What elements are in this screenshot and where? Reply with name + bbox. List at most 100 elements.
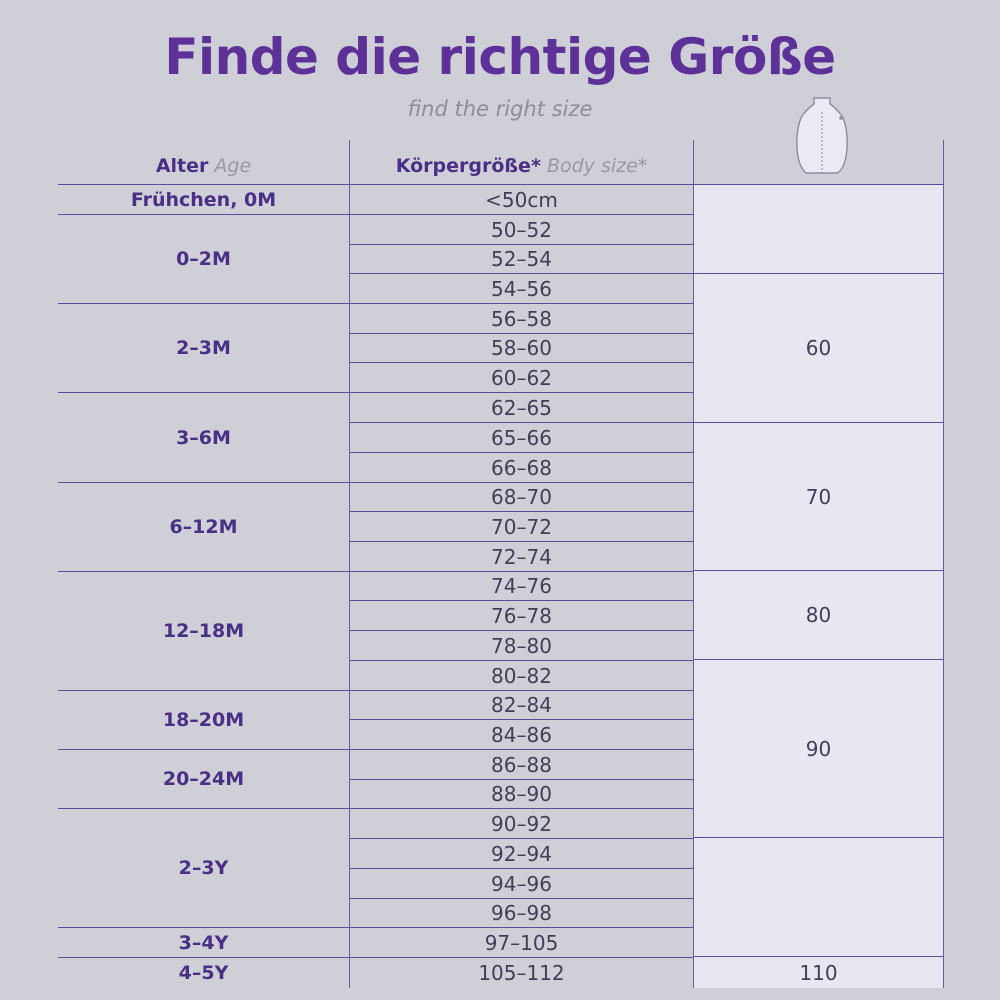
- body-size-cell: 82–84: [491, 693, 552, 717]
- body-size-cell: 78–80: [491, 633, 552, 658]
- body-size-cell: 105–112: [478, 961, 565, 985]
- body-size-cell: 60–62: [491, 365, 552, 390]
- row-line: [350, 571, 693, 572]
- age-cell: 12–18M: [162, 620, 245, 642]
- row-line: [58, 957, 349, 958]
- row-line: [350, 600, 693, 601]
- row-line: [58, 303, 349, 304]
- row-line: [350, 541, 693, 542]
- row-line: [350, 690, 693, 691]
- body-size-cell: 50–52: [491, 217, 552, 242]
- size-cell: 90: [694, 660, 943, 837]
- row-line: [58, 927, 349, 928]
- page-title: Finde die richtige Größe: [164, 28, 836, 86]
- body-size-cell: 68–70: [491, 485, 552, 509]
- row-line: [694, 570, 943, 571]
- column-divider: [349, 140, 350, 988]
- header-age-de: Alter: [155, 155, 209, 177]
- header-body-size: Körpergröße* Body size*: [350, 150, 693, 182]
- row-line: [350, 749, 693, 750]
- row-line: [350, 333, 693, 334]
- row-line: [350, 392, 693, 393]
- body-size-cell: 70–72: [491, 514, 552, 539]
- body-size-cell: 74–76: [491, 574, 552, 598]
- row-line: [694, 273, 943, 274]
- row-line: [58, 749, 349, 750]
- row-line: [350, 273, 693, 274]
- body-size-cell: 88–90: [491, 782, 552, 806]
- size-cell: [694, 838, 943, 956]
- body-size-cell: 96–98: [491, 901, 552, 925]
- body-size-cell: 66–68: [491, 455, 552, 480]
- row-line: [694, 659, 943, 660]
- size-cell: 60: [694, 274, 943, 422]
- row-line: [350, 482, 693, 483]
- header-age: Alter Age: [58, 150, 349, 182]
- row-line: [350, 719, 693, 720]
- row-line: [694, 422, 943, 423]
- row-line: [350, 362, 693, 363]
- body-size-cell: 54–56: [491, 276, 552, 301]
- row-line: [350, 452, 693, 453]
- body-size-cell: 58–60: [491, 336, 552, 360]
- age-cell: 2–3M: [176, 337, 231, 359]
- row-line: [350, 868, 693, 869]
- header-body-en: Body size*: [546, 155, 648, 177]
- row-line: [694, 184, 943, 185]
- row-line: [58, 808, 349, 809]
- body-size-cell: 84–86: [491, 722, 552, 747]
- column-divider: [943, 140, 944, 988]
- row-line: [58, 690, 349, 691]
- row-line: [350, 422, 693, 423]
- age-cell: 3–4Y: [178, 931, 229, 954]
- row-line: [58, 392, 349, 393]
- age-cell: 0–2M: [176, 248, 231, 270]
- row-line: [350, 898, 693, 899]
- age-cell: 18–20M: [162, 709, 245, 731]
- header-age-en: Age: [214, 155, 252, 177]
- sleeping-bag-icon: [796, 97, 848, 174]
- row-line: [350, 957, 693, 958]
- body-size-cell: 90–92: [491, 811, 552, 836]
- column-divider: [693, 140, 694, 988]
- header-body-de: Körpergröße*: [395, 155, 541, 177]
- row-line: [350, 808, 693, 809]
- body-size-cell: 65–66: [491, 425, 552, 450]
- row-line: [350, 660, 693, 661]
- row-line: [350, 838, 693, 839]
- body-size-cell: 56–58: [491, 306, 552, 331]
- body-size-cell: 94–96: [491, 871, 552, 896]
- body-size-cell: 72–74: [491, 544, 552, 569]
- row-line: [58, 571, 349, 572]
- row-line: [350, 927, 693, 928]
- age-cell: 3–6M: [176, 426, 231, 449]
- body-size-cell: 52–54: [491, 247, 552, 271]
- age-cell: 20–24M: [162, 768, 245, 790]
- body-size-cell: 92–94: [491, 841, 552, 866]
- body-size-cell: 62–65: [491, 395, 552, 420]
- row-line: [58, 482, 349, 483]
- age-cell: 2–3Y: [178, 857, 229, 879]
- row-line: [350, 214, 693, 215]
- body-size-cell: <50cm: [485, 187, 558, 212]
- age-cell: Frühchen, 0M: [130, 188, 277, 211]
- age-cell: 4–5Y: [178, 962, 229, 984]
- body-size-cell: 80–82: [491, 663, 552, 688]
- row-line: [350, 184, 693, 185]
- body-size-cell: 97–105: [484, 930, 559, 955]
- row-line: [350, 779, 693, 780]
- row-line: [694, 956, 943, 957]
- size-cell: 110: [694, 957, 943, 988]
- page-subtitle: find the right size: [407, 97, 593, 121]
- row-line: [58, 214, 349, 215]
- row-line: [350, 511, 693, 512]
- row-line: [350, 244, 693, 245]
- row-line: [350, 303, 693, 304]
- size-cell: 80: [694, 571, 943, 659]
- size-cell: [694, 185, 943, 273]
- row-line: [58, 184, 349, 185]
- age-cell: 6–12M: [169, 516, 238, 538]
- row-line: [694, 837, 943, 838]
- row-line: [350, 630, 693, 631]
- size-cell: 70: [694, 423, 943, 570]
